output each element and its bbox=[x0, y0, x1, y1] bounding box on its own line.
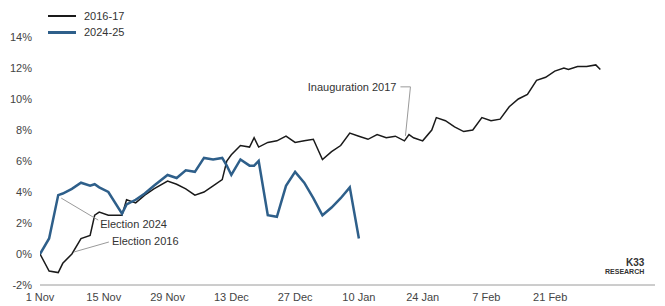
svg-text:8%: 8% bbox=[16, 124, 32, 136]
html-text:2016-17: 2016-17 bbox=[84, 10, 125, 22]
svg-text:13 Dec: 13 Dec bbox=[214, 291, 249, 303]
svg-text:Election 2016: Election 2016 bbox=[112, 235, 179, 247]
html-text:K33: K33 bbox=[625, 257, 645, 268]
svg-text:Inauguration 2017: Inauguration 2017 bbox=[308, 81, 397, 93]
svg-text:14%: 14% bbox=[10, 31, 32, 43]
svg-text:7 Feb: 7 Feb bbox=[472, 291, 500, 303]
svg-text:15 Nov: 15 Nov bbox=[86, 291, 121, 303]
html-text:2024-25: 2024-25 bbox=[84, 26, 125, 38]
svg-text:21 Feb: 21 Feb bbox=[533, 291, 567, 303]
svg-text:4%: 4% bbox=[16, 186, 32, 198]
svg-text:2%: 2% bbox=[16, 217, 32, 229]
svg-text:Election 2024: Election 2024 bbox=[100, 218, 167, 230]
svg-text:24 Jan: 24 Jan bbox=[406, 291, 439, 303]
svg-text:10 Jan: 10 Jan bbox=[342, 291, 375, 303]
svg-text:1 Nov: 1 Nov bbox=[26, 291, 55, 303]
svg-text:10%: 10% bbox=[10, 93, 32, 105]
svg-text:-2%: -2% bbox=[12, 279, 32, 291]
svg-text:6%: 6% bbox=[16, 155, 32, 167]
html-text:RESEARCH: RESEARCH bbox=[605, 268, 645, 275]
svg-text:0%: 0% bbox=[16, 248, 32, 260]
svg-text:12%: 12% bbox=[10, 62, 32, 74]
svg-text:29 Nov: 29 Nov bbox=[150, 291, 185, 303]
svg-text:27 Dec: 27 Dec bbox=[278, 291, 313, 303]
